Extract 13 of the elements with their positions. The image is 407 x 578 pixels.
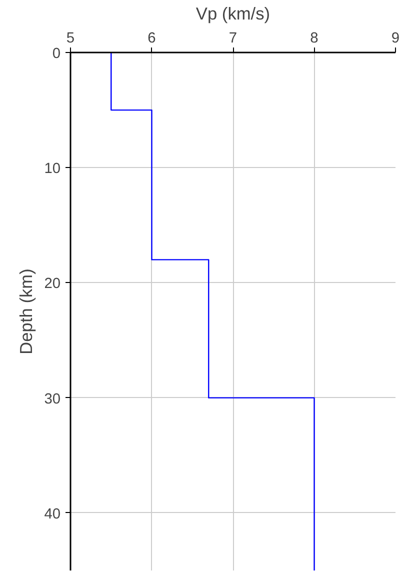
y-tick-label: 20 (44, 276, 61, 292)
y-tick-label: 0 (52, 46, 61, 62)
x-tick-label: 5 (66, 30, 75, 46)
x-tick-label: 7 (228, 30, 238, 46)
y-tick-label: 10 (44, 161, 61, 178)
x-tick-label: 8 (310, 30, 318, 46)
x-tick-label: 6 (148, 30, 156, 46)
line-series (110, 52, 315, 570)
y-tick-label: 30 (44, 391, 61, 408)
y-tick-label: 40 (44, 506, 61, 522)
x-tick-label: 9 (391, 30, 400, 46)
y-axis-title: Depth (km) (16, 268, 36, 354)
x-axis-title: Vp (km/s) (196, 4, 270, 24)
